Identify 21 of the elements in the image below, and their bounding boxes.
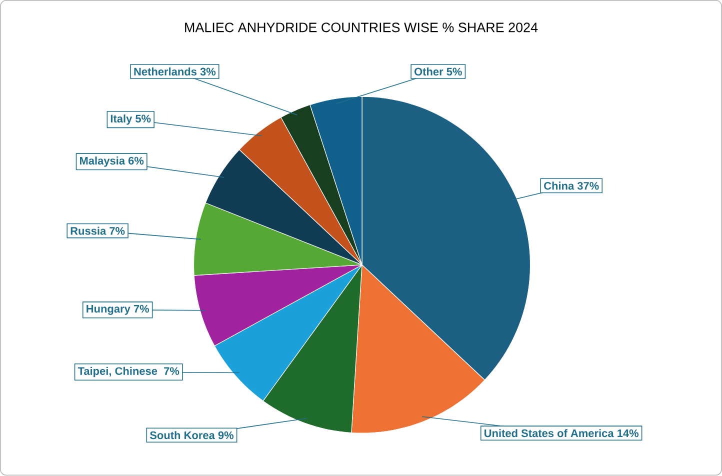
slice-label: Russia [70, 226, 106, 236]
data-label: 7% [110, 227, 125, 235]
slice-label: Hungary [86, 305, 130, 316]
slice-label: China [544, 182, 574, 190]
data-label: 14% [618, 430, 639, 438]
slice-label: Other [414, 68, 444, 76]
chart-title: MALIEC ANHYDRIDE COUNTRIES WISE % SHARE 2024 [185, 22, 538, 32]
slice-label: Italy [110, 114, 132, 125]
data-label: 5% [136, 114, 151, 123]
slice-label: United States of America [484, 429, 614, 438]
data-label: 3% [200, 68, 216, 76]
slice-label: South Korea [150, 431, 215, 440]
data-label: 37% [577, 182, 599, 190]
data-label: 7% [134, 305, 150, 313]
data-label: 6% [128, 157, 144, 165]
data-label: 7% [164, 367, 180, 376]
data-label: 5% [446, 68, 462, 76]
data-label: 9% [218, 432, 234, 440]
slice-label: Taipei, Chinese [78, 367, 158, 378]
slice-label: Malaysia [80, 156, 126, 167]
slice-label: Netherlands [134, 68, 197, 76]
